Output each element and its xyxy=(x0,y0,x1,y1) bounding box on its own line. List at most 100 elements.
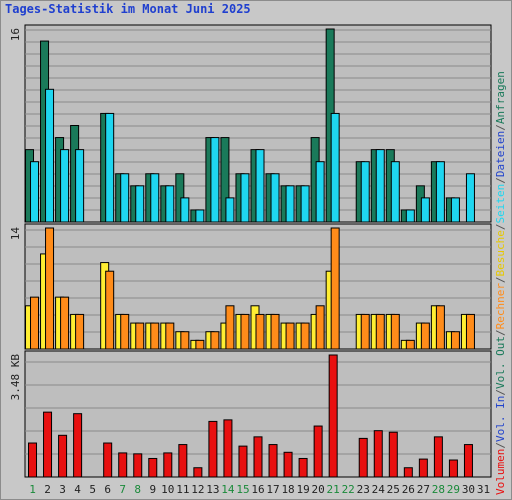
bar-rechner-day-8 xyxy=(135,322,145,350)
bar-dateien-day-10 xyxy=(165,185,175,223)
bar-rechner-day-2 xyxy=(45,227,55,350)
bar-dateien-day-15 xyxy=(240,173,250,223)
x-tick-label-day-3: 3 xyxy=(59,483,66,496)
bar-dateien-day-4 xyxy=(75,149,85,223)
bar-rechner-day-27 xyxy=(420,322,430,350)
bar-rechner-day-16 xyxy=(255,313,265,350)
x-tick-label-day-15: 15 xyxy=(236,483,249,496)
x-tick-label-day-28: 28 xyxy=(432,483,445,496)
bar-rechner-day-30 xyxy=(465,313,475,350)
x-tick-label-day-29: 29 xyxy=(447,483,460,496)
bar-volumen-day-4 xyxy=(73,413,83,478)
bar-volumen-day-13 xyxy=(208,420,218,478)
legend-item-6: Rechner xyxy=(494,283,507,330)
bar-dateien-day-6 xyxy=(105,112,115,223)
legend-item-2: Vol. In xyxy=(494,396,507,442)
x-tick-label-day-20: 20 xyxy=(312,483,325,496)
x-tick-label-day-13: 13 xyxy=(206,483,219,496)
bar-dateien-day-25 xyxy=(390,161,400,223)
legend-item-10: Seiten xyxy=(494,184,507,224)
bar-volumen-day-23 xyxy=(358,437,368,478)
bar-dateien-day-29 xyxy=(450,197,460,223)
bar-dateien-day-23 xyxy=(360,161,370,223)
bar-rechner-day-11 xyxy=(180,331,190,350)
bar-dateien-day-12 xyxy=(195,209,205,223)
bar-dateien-day-7 xyxy=(120,173,130,223)
bar-dateien-day-16 xyxy=(255,149,265,223)
x-tick-label-day-19: 19 xyxy=(296,483,309,496)
bar-volumen-day-2 xyxy=(43,411,53,478)
x-tick-label-day-9: 9 xyxy=(149,483,156,496)
bar-volumen-day-19 xyxy=(298,457,308,478)
bar-volumen-day-10 xyxy=(163,452,173,478)
bar-dateien-day-1 xyxy=(30,161,40,223)
bar-dateien-day-19 xyxy=(300,185,310,223)
x-tick-label-day-31: 31 xyxy=(477,483,490,496)
x-tick-label-day-11: 11 xyxy=(176,483,189,496)
bar-rechner-day-13 xyxy=(210,331,220,350)
x-tick-label-day-1: 1 xyxy=(29,483,36,496)
bar-anfragen-day-14 xyxy=(220,137,230,223)
legend-item-8: Besuche xyxy=(494,230,507,276)
bar-dateien-day-28 xyxy=(435,161,445,223)
bar-volumen-day-29 xyxy=(448,459,458,478)
x-tick-label-day-16: 16 xyxy=(251,483,264,496)
bar-rechner-day-18 xyxy=(285,322,295,350)
bar-rechner-day-29 xyxy=(450,331,460,350)
bar-dateien-day-11 xyxy=(180,197,190,223)
bar-volumen-day-9 xyxy=(148,457,158,478)
bar-dateien-day-2 xyxy=(45,88,55,223)
x-tick-label-day-17: 17 xyxy=(266,483,279,496)
bar-volumen-day-15 xyxy=(238,445,248,478)
x-tick-label-day-10: 10 xyxy=(161,483,174,496)
bar-rechner-day-19 xyxy=(300,322,310,350)
bar-volumen-day-26 xyxy=(403,467,413,478)
bar-volumen-day-6 xyxy=(103,442,113,478)
x-tick-label-day-5: 5 xyxy=(89,483,96,496)
bar-dateien-day-27 xyxy=(420,197,430,223)
x-tick-label-day-2: 2 xyxy=(44,483,51,496)
x-tick-label-day-4: 4 xyxy=(74,483,81,496)
bar-dateien-day-13 xyxy=(210,137,220,223)
legend-item-0: Volumen xyxy=(494,449,507,495)
bar-volumen-day-1 xyxy=(28,442,38,478)
bar-dateien-day-20 xyxy=(315,161,325,223)
bar-rechner-day-9 xyxy=(150,322,160,350)
bar-rechner-day-28 xyxy=(435,305,445,350)
bar-rechner-day-12 xyxy=(195,339,205,350)
bar-dateien-day-30 xyxy=(465,173,475,223)
y-max-label-middle: 14 xyxy=(9,227,22,241)
chart-title: Tages-Statistik im Monat Juni 2025 xyxy=(5,2,251,16)
bar-rechner-day-14 xyxy=(225,305,235,350)
bar-rechner-day-3 xyxy=(60,296,70,350)
x-tick-label-day-22: 22 xyxy=(342,483,355,496)
bar-volumen-day-14 xyxy=(223,419,233,478)
x-tick-label-day-14: 14 xyxy=(221,483,235,496)
x-tick-label-day-18: 18 xyxy=(281,483,294,496)
x-tick-label-day-7: 7 xyxy=(119,483,126,496)
bar-rechner-day-1 xyxy=(30,296,40,350)
bar-rechner-day-24 xyxy=(375,313,385,350)
x-tick-label-day-12: 12 xyxy=(191,483,204,496)
legend: Volumen/Vol. In/Vol. Out/Rechner/Besuche… xyxy=(494,71,507,495)
bar-dateien-day-18 xyxy=(285,185,295,223)
bar-rechner-day-15 xyxy=(240,313,250,350)
bar-volumen-day-8 xyxy=(133,453,143,478)
bar-rechner-day-4 xyxy=(75,313,85,350)
x-tick-label-day-27: 27 xyxy=(417,483,430,496)
y-max-label-top: 16 xyxy=(9,28,22,41)
bar-dateien-day-9 xyxy=(150,173,160,223)
legend-item-5: / xyxy=(494,329,507,336)
bar-dateien-day-8 xyxy=(135,185,145,223)
bar-volumen-day-11 xyxy=(178,444,188,478)
bar-volumen-day-30 xyxy=(463,444,473,478)
bar-rechner-day-17 xyxy=(270,313,280,350)
bar-volumen-day-16 xyxy=(253,436,263,478)
bar-volumen-day-12 xyxy=(193,467,203,478)
bar-dateien-day-14 xyxy=(225,197,235,223)
x-tick-label-day-25: 25 xyxy=(387,483,400,496)
x-tick-label-day-21: 21 xyxy=(327,483,340,496)
bar-rechner-day-23 xyxy=(360,313,370,350)
legend-item-13: / xyxy=(494,124,507,131)
